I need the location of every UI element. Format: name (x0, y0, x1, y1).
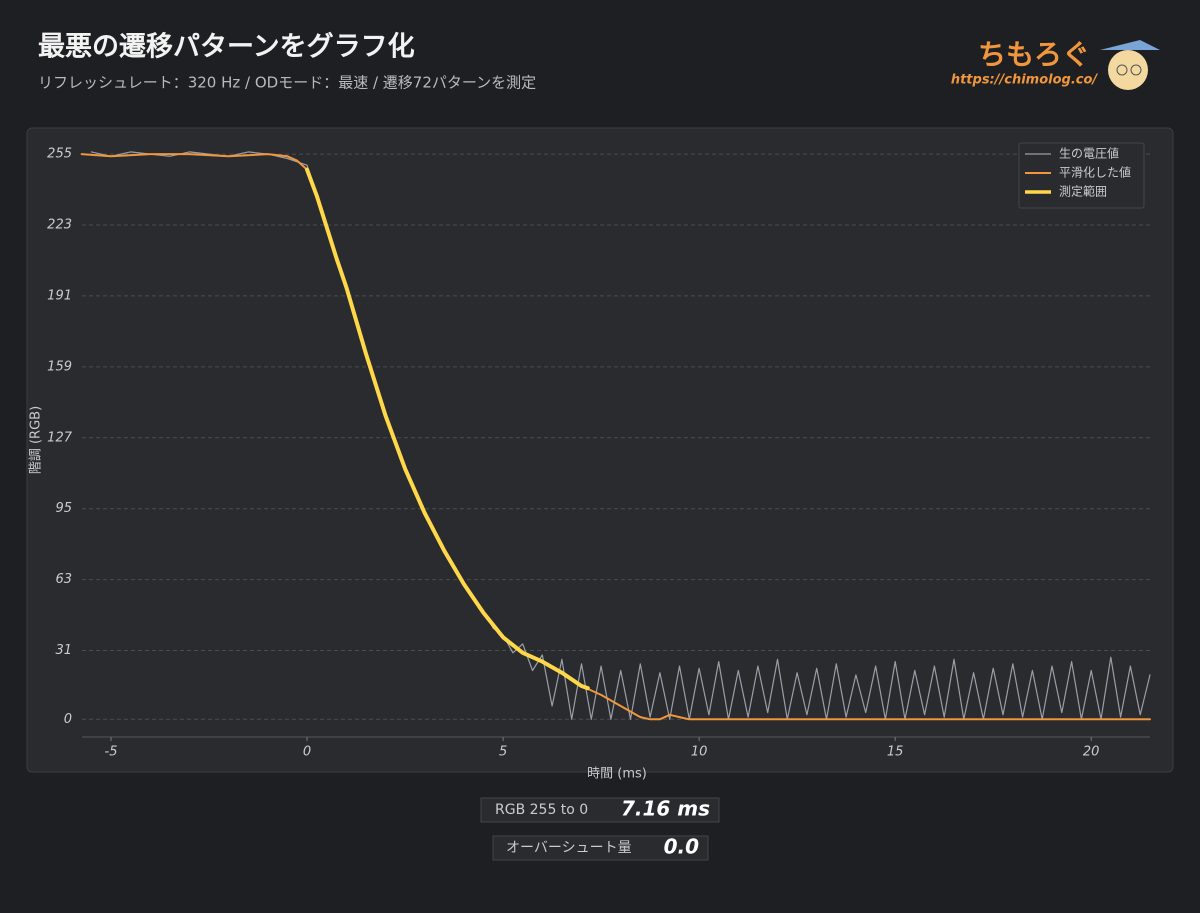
y-tick-label: 63 (55, 572, 72, 587)
y-tick-label: 31 (55, 643, 72, 658)
y-tick-label: 0 (64, 712, 72, 727)
y-tick-label: 127 (47, 430, 73, 445)
stat-value: 0.0 (664, 835, 700, 859)
stat-label: RGB 255 to 0 (495, 802, 588, 818)
x-tick-label: 20 (1083, 745, 1100, 760)
x-tick-label: -5 (105, 745, 118, 760)
x-tick-label: 5 (499, 745, 507, 760)
logo-mascot (1100, 40, 1160, 90)
logo-name: ちもろぐ (978, 38, 1090, 71)
x-tick-label: 0 (303, 745, 311, 760)
stat-label: オーバーシュート量 (506, 840, 632, 856)
x-axis-label: 時間 (ms) (587, 767, 647, 782)
chart-panel (26, 127, 1174, 773)
x-tick-label: 15 (887, 745, 904, 760)
y-tick-label: 255 (47, 147, 72, 162)
legend-label: 平滑化した値 (1059, 165, 1131, 180)
stat-value: 7.16 ms (621, 797, 710, 821)
y-tick-label: 95 (55, 501, 72, 516)
legend-label: 生の電圧値 (1059, 146, 1119, 161)
x-tick-label: 10 (691, 745, 708, 760)
y-tick-label: 191 (47, 288, 72, 303)
series-line (305, 167, 590, 691)
legend-label: 測定範囲 (1059, 184, 1107, 199)
y-axis-label: 階調 (RGB) (29, 406, 44, 474)
y-tick-label: 159 (47, 359, 72, 374)
stat-box (480, 797, 720, 823)
chart-title: 最悪の遷移パターンをグラフ化 (38, 31, 415, 63)
stat-box (492, 835, 709, 861)
logo-url: https://chimolog.co/ (951, 73, 1099, 88)
y-tick-label: 223 (47, 218, 72, 233)
chart-subtitle: リフレッシュレート：320 Hz / ODモード：最速 / 遷移72パターンを測… (38, 74, 536, 92)
